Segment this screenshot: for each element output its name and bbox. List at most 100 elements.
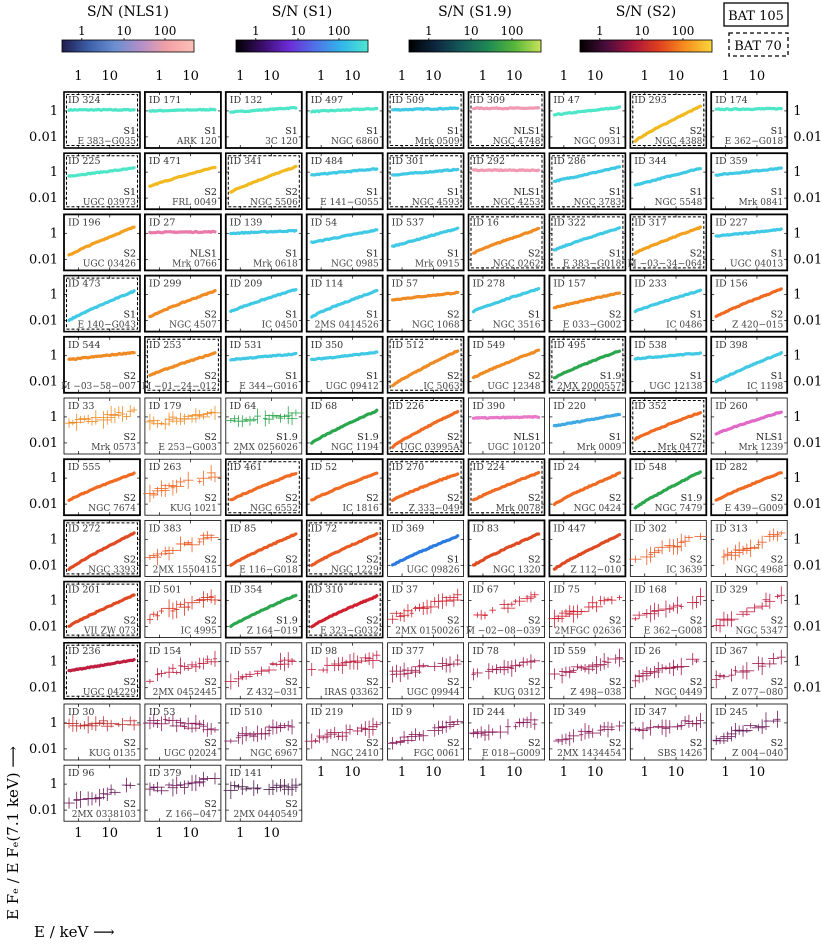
panel-name: Mrk 0618	[253, 259, 298, 269]
panel-type: S1	[366, 248, 379, 259]
panel-id: ID 132	[230, 95, 263, 106]
panel-frame	[144, 335, 222, 394]
spectrum-line	[391, 290, 460, 302]
panel-frame-dashed	[470, 155, 543, 208]
panel-id: ID 33	[68, 401, 94, 412]
top-x-tick-label: 1	[155, 69, 163, 84]
panel-type: S2	[447, 493, 460, 504]
panel-type: S1	[285, 310, 298, 321]
panel-type: S2	[528, 616, 541, 627]
panel-type: S2	[366, 677, 379, 688]
panel-name: E 141−G055	[320, 198, 379, 208]
panel-name: E 323−G032	[320, 627, 379, 637]
panel-name: UGC 04013	[730, 259, 783, 269]
panel-type: S2	[528, 248, 541, 259]
panel-id: ID 471	[149, 156, 182, 167]
panel-id-544: ID 544 S2M −03−58−007	[61, 335, 141, 394]
panel-type: S2	[690, 248, 703, 259]
panel-type: S1.9	[681, 493, 703, 504]
panel-name: Z 432−031	[247, 688, 298, 698]
panel-type: S2	[123, 554, 136, 565]
panel-name: FRL 0049	[172, 198, 217, 208]
y-tick-label-right: 1	[793, 165, 801, 180]
bottom-x-tick-label: 10	[587, 765, 604, 780]
panel-id: ID 139	[230, 217, 263, 228]
panel-type: S2	[285, 187, 298, 198]
panel-id: ID 226	[392, 401, 425, 412]
spectrum-line	[633, 470, 702, 510]
panel-frame	[468, 581, 545, 638]
panel-name: NGC 0931	[574, 137, 622, 147]
panel-id: ID 538	[634, 340, 667, 351]
panel-frame-dashed	[66, 94, 138, 146]
panel-name: NGC 4748	[493, 137, 541, 147]
spectrum-line	[229, 532, 298, 567]
panel-frame	[63, 458, 141, 517]
colorbar-tick-label: 10	[290, 24, 305, 38]
panel-frame-dashed	[470, 461, 543, 514]
panel-name: 2MX 1434454	[557, 749, 622, 759]
panel-name: VII ZW 073	[83, 627, 136, 637]
panel-name: NGC 3393	[88, 565, 136, 575]
y-tick-label: 0.01	[29, 497, 58, 512]
panel-type: S1.9	[276, 432, 298, 443]
y-tick-label-right: 1	[793, 471, 801, 486]
y-tick-label-right: 0.01	[793, 375, 822, 390]
panel-type: S2	[204, 554, 217, 565]
top-x-tick-label: 1	[74, 69, 82, 84]
panel-type: S2	[528, 677, 541, 688]
panel-type: S2	[528, 554, 541, 565]
panel-type: S1	[366, 126, 379, 137]
panel-id: ID 398	[715, 340, 748, 351]
panel-name: Z 166−047	[166, 810, 217, 820]
panel-id: ID 341	[230, 156, 263, 167]
panel-type: S2	[366, 554, 379, 565]
panel-name: Mrk 0509	[415, 137, 460, 147]
panel-frame	[386, 152, 465, 210]
panel-name: NGC 6552	[250, 504, 298, 514]
panel-id: ID 174	[715, 95, 748, 106]
bottom-x-tick-label: 10	[425, 765, 442, 780]
panel-frame	[225, 152, 303, 210]
panel-name: KUG 1021	[170, 504, 217, 514]
panel-type: S2	[204, 310, 217, 321]
panel-name: M −01−24−012	[142, 382, 217, 392]
panel-name: E 018−G009	[482, 749, 541, 759]
panel-type: S1	[771, 371, 784, 382]
panel-type: S2	[204, 187, 217, 198]
spectrum-line	[229, 472, 298, 502]
panel-id: ID 544	[68, 340, 101, 351]
panel-frame	[305, 274, 384, 333]
panel-frame	[629, 91, 708, 149]
spectrum-line	[310, 350, 379, 362]
panel-id: ID 349	[553, 707, 586, 718]
spectrum-line	[67, 107, 136, 112]
panel-id: ID 78	[473, 646, 499, 657]
panel-name: NGC 0262	[493, 259, 541, 269]
y-tick-label: 1	[50, 165, 58, 180]
panel-name: Z 420−015	[732, 321, 783, 331]
colorbar-tick-label: 100	[328, 24, 351, 38]
panel-name: KUG 0312	[494, 688, 541, 698]
panel-type: S1	[123, 310, 136, 321]
panel-frame	[63, 335, 141, 394]
panel-id: ID 244	[473, 707, 506, 718]
panel-id: ID 245	[715, 707, 748, 718]
bottom-x-tick-label: 1	[560, 765, 568, 780]
panel-type: S2	[123, 371, 136, 382]
panel-frame	[468, 642, 545, 700]
panel-id: ID 317	[634, 217, 667, 228]
panel-type: S2	[285, 738, 298, 749]
panel-type: NLS1	[513, 126, 540, 137]
top-x-tick-label: 1	[398, 69, 406, 84]
panel-id: ID 225	[68, 156, 101, 167]
panel-id: ID 548	[634, 462, 667, 473]
